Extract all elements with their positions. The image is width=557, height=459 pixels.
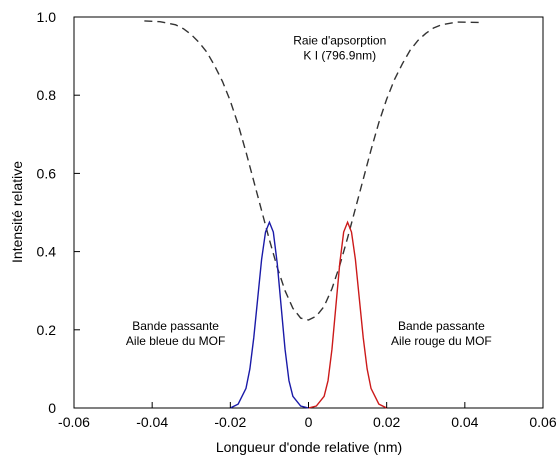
annotation-line: Aile bleue du MOF: [126, 334, 225, 348]
x-tick-label: 0.06: [529, 414, 556, 430]
y-tick-label: 0.2: [37, 322, 57, 338]
y-axis-title: Intensité relative: [9, 161, 25, 263]
y-axis: 0 0.2 0.4 0.6 0.8 1.0: [37, 9, 80, 416]
x-tick-label: 0.02: [373, 414, 400, 430]
annotation-line: Bande passante: [398, 319, 485, 333]
y-tick-label: 1.0: [37, 9, 57, 25]
annotation-line: Aile rouge du MOF: [391, 334, 492, 348]
series-line-1: [144, 20, 481, 321]
x-tick-label: -0.04: [136, 414, 168, 430]
annotation-absorption: Raie d'apsorption K I (796.9nm): [293, 33, 386, 62]
x-tick-label: -0.02: [214, 414, 246, 430]
x-tick-label: 0.04: [451, 414, 478, 430]
annotation-blue: Bande passante Aile bleue du MOF: [126, 319, 225, 348]
y-tick-label: 0.4: [37, 244, 57, 260]
x-axis-title: Longueur d'onde relative (nm): [216, 439, 402, 455]
y-tick-label: 0.6: [37, 165, 57, 181]
annotation-line: K I (796.9nm): [303, 48, 376, 62]
annotation-line: Raie d'apsorption: [293, 33, 386, 47]
annotation-layer: Raie d'apsorption K I (796.9nm) Bande pass…: [126, 33, 492, 347]
series-line-3: [308, 220, 387, 409]
y-tick-label: 0: [48, 400, 56, 416]
x-tick-label: -0.06: [58, 414, 90, 430]
y-tick-label: 0.8: [37, 87, 57, 103]
x-tick-label: 0: [305, 414, 313, 430]
annotation-line: Bande passante: [132, 319, 219, 333]
x-axis: -0.06 -0.04 -0.02 0 0.02 0.04 0.06: [58, 402, 557, 430]
plot-frame: [73, 16, 544, 409]
series-layer: [144, 20, 481, 409]
series-line-2: [230, 220, 309, 409]
annotation-red: Bande passante Aile rouge du MOF: [391, 319, 492, 348]
plot-area: [73, 16, 544, 409]
